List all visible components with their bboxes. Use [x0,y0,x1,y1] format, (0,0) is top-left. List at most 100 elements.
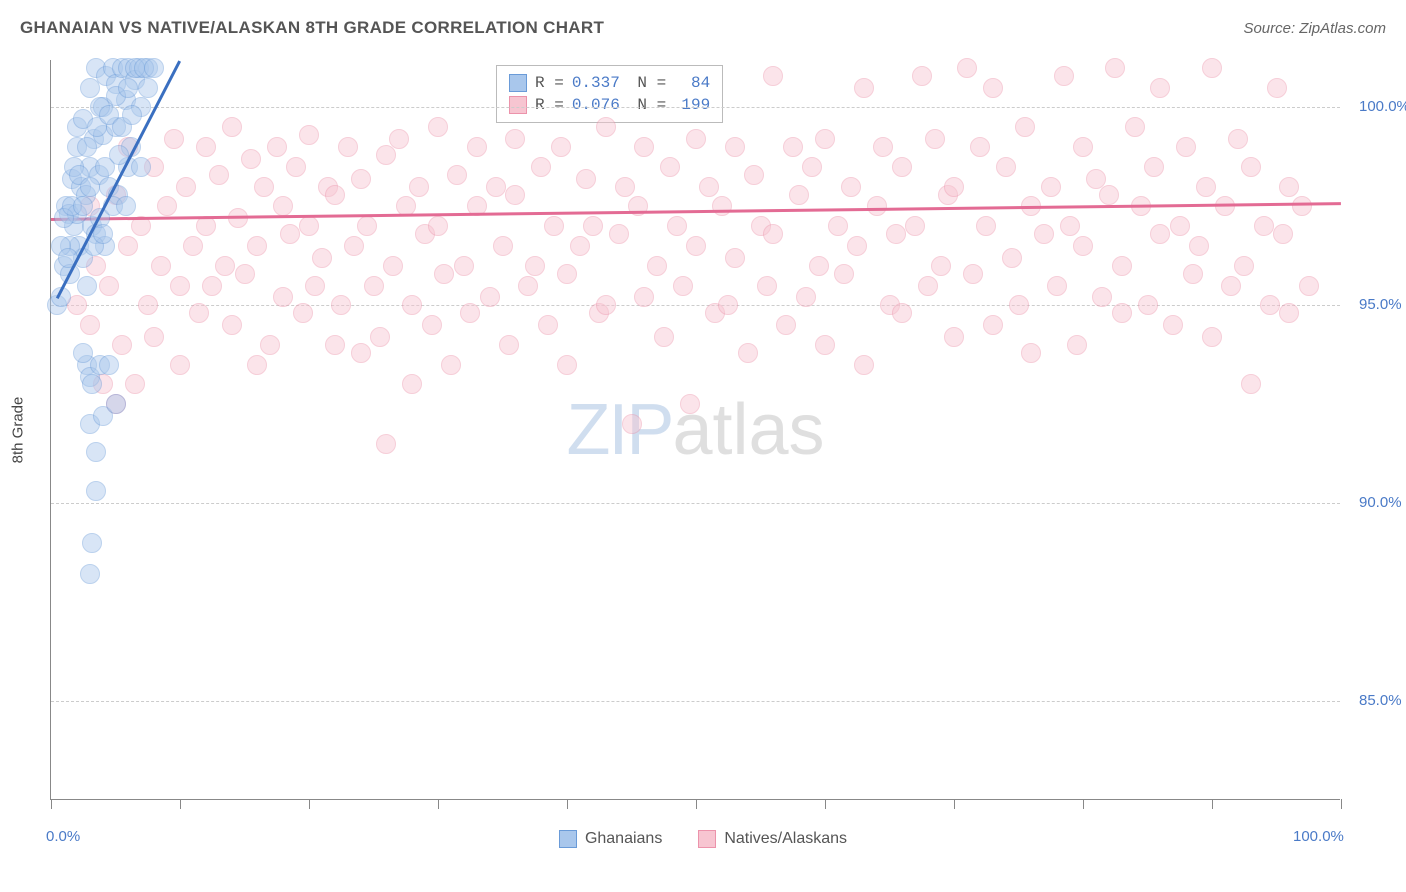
legend-label: Ghanaians [585,830,662,848]
data-point [1138,295,1158,315]
data-point [1279,177,1299,197]
data-point [1047,276,1067,296]
stats-r-value: 0.076 [572,96,620,114]
legend-swatch [559,830,577,848]
data-point [544,216,564,236]
data-point [763,66,783,86]
data-point [222,117,242,137]
data-point [144,327,164,347]
data-point [996,157,1016,177]
data-point [557,355,577,375]
legend-swatch [698,830,716,848]
xtick [438,799,439,809]
data-point [402,295,422,315]
data-point [757,276,777,296]
data-point [157,196,177,216]
data-point [654,327,674,347]
data-point [351,343,371,363]
data-point [983,315,1003,335]
chart-title: GHANAIAN VS NATIVE/ALASKAN 8TH GRADE COR… [20,18,604,38]
data-point [551,137,571,157]
data-point [170,355,190,375]
data-point [209,165,229,185]
data-point [80,78,100,98]
data-point [1267,78,1287,98]
data-point [1073,137,1093,157]
data-point [789,185,809,205]
data-point [1144,157,1164,177]
data-point [325,185,345,205]
legend-bottom: GhanaiansNatives/Alaskans [0,830,1406,848]
data-point [164,129,184,149]
data-point [1054,66,1074,86]
data-point [1202,327,1222,347]
data-point [1009,295,1029,315]
data-point [963,264,983,284]
data-point [376,434,396,454]
data-point [1150,224,1170,244]
data-point [338,137,358,157]
data-point [196,137,216,157]
data-point [815,129,835,149]
data-point [1202,58,1222,78]
stats-n-label: N = [628,74,666,92]
data-point [538,315,558,335]
data-point [583,216,603,236]
data-point [1189,236,1209,256]
xtick [1212,799,1213,809]
data-point [557,264,577,284]
data-point [660,157,680,177]
data-point [1299,276,1319,296]
stats-r-label: R = [535,74,564,92]
data-point [1060,216,1080,236]
data-point [802,157,822,177]
data-point [918,276,938,296]
data-point [886,224,906,244]
data-point [183,236,203,256]
data-point [99,355,119,375]
xtick [567,799,568,809]
data-point [796,287,816,307]
data-point [267,137,287,157]
data-point [144,58,164,78]
data-point [77,137,97,157]
xtick [1083,799,1084,809]
data-point [1067,335,1087,355]
ytick-label: 95.0% [1359,296,1402,313]
data-point [686,129,706,149]
gridline [51,503,1340,504]
data-point [1176,137,1196,157]
data-point [447,165,467,185]
data-point [847,236,867,256]
data-point [428,216,448,236]
data-point [151,256,171,276]
data-point [383,256,403,276]
data-point [686,236,706,256]
data-point [247,236,267,256]
data-point [441,355,461,375]
data-point [712,196,732,216]
data-point [873,137,893,157]
data-point [1183,264,1203,284]
data-point [725,248,745,268]
stats-legend-box: R =0.337 N =84R =0.076 N =199 [496,65,723,123]
xtick [51,799,52,809]
data-point [125,374,145,394]
data-point [1112,256,1132,276]
data-point [944,327,964,347]
data-point [116,196,136,216]
data-point [86,442,106,462]
stats-r-value: 0.337 [572,74,620,92]
data-point [138,78,158,98]
data-point [170,276,190,296]
data-point [467,137,487,157]
data-point [493,236,513,256]
data-point [99,276,119,296]
data-point [312,248,332,268]
data-point [434,264,454,284]
data-point [86,481,106,501]
data-point [647,256,667,276]
data-point [505,185,525,205]
data-point [1241,374,1261,394]
gridline [51,701,1340,702]
